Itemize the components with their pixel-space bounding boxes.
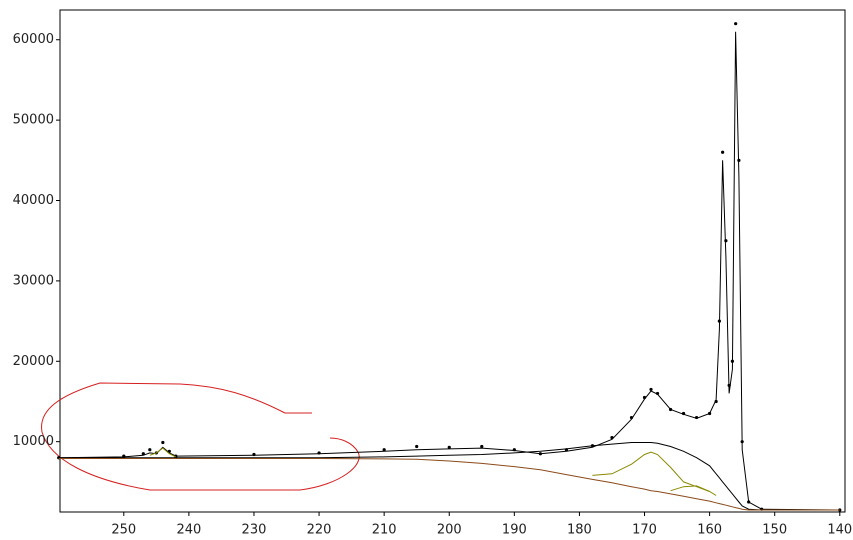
x-tick-label: 210: [372, 523, 397, 538]
data-point: [447, 445, 451, 449]
y-tick-label: 60000: [13, 32, 54, 47]
series-line: [58, 458, 840, 511]
y-tick-label: 40000: [13, 193, 54, 208]
data-point: [721, 150, 725, 154]
x-tick-label: 160: [697, 523, 722, 538]
x-tick-label: 180: [567, 523, 592, 538]
y-tick-label: 10000: [13, 434, 54, 449]
x-tick-label: 190: [502, 523, 527, 538]
x-tick-label: 140: [827, 523, 852, 538]
series-line: [149, 447, 710, 492]
annotation-ellipse: [41, 382, 360, 491]
x-tick-label: 200: [437, 523, 462, 538]
series-line: [58, 31, 840, 511]
data-point: [649, 387, 653, 392]
y-tick-label: 20000: [13, 354, 54, 369]
data-point: [480, 444, 484, 449]
x-tick-label: 150: [762, 523, 787, 538]
data-point: [148, 448, 152, 452]
data-point: [161, 440, 165, 445]
x-tick-label: 220: [307, 523, 332, 538]
plot-frame: [59, 9, 846, 513]
data-point: [415, 444, 419, 449]
x-tick-label: 250: [111, 523, 136, 538]
y-tick-label: 30000: [13, 273, 54, 288]
data-point: [382, 448, 386, 452]
x-tick-label: 170: [632, 523, 657, 538]
x-tick-label: 230: [242, 523, 267, 538]
y-tick-label: 50000: [13, 113, 54, 128]
x-tick-label: 240: [176, 523, 201, 538]
series-line: [670, 485, 717, 496]
data-point: [734, 22, 738, 26]
series-line: [58, 442, 840, 511]
